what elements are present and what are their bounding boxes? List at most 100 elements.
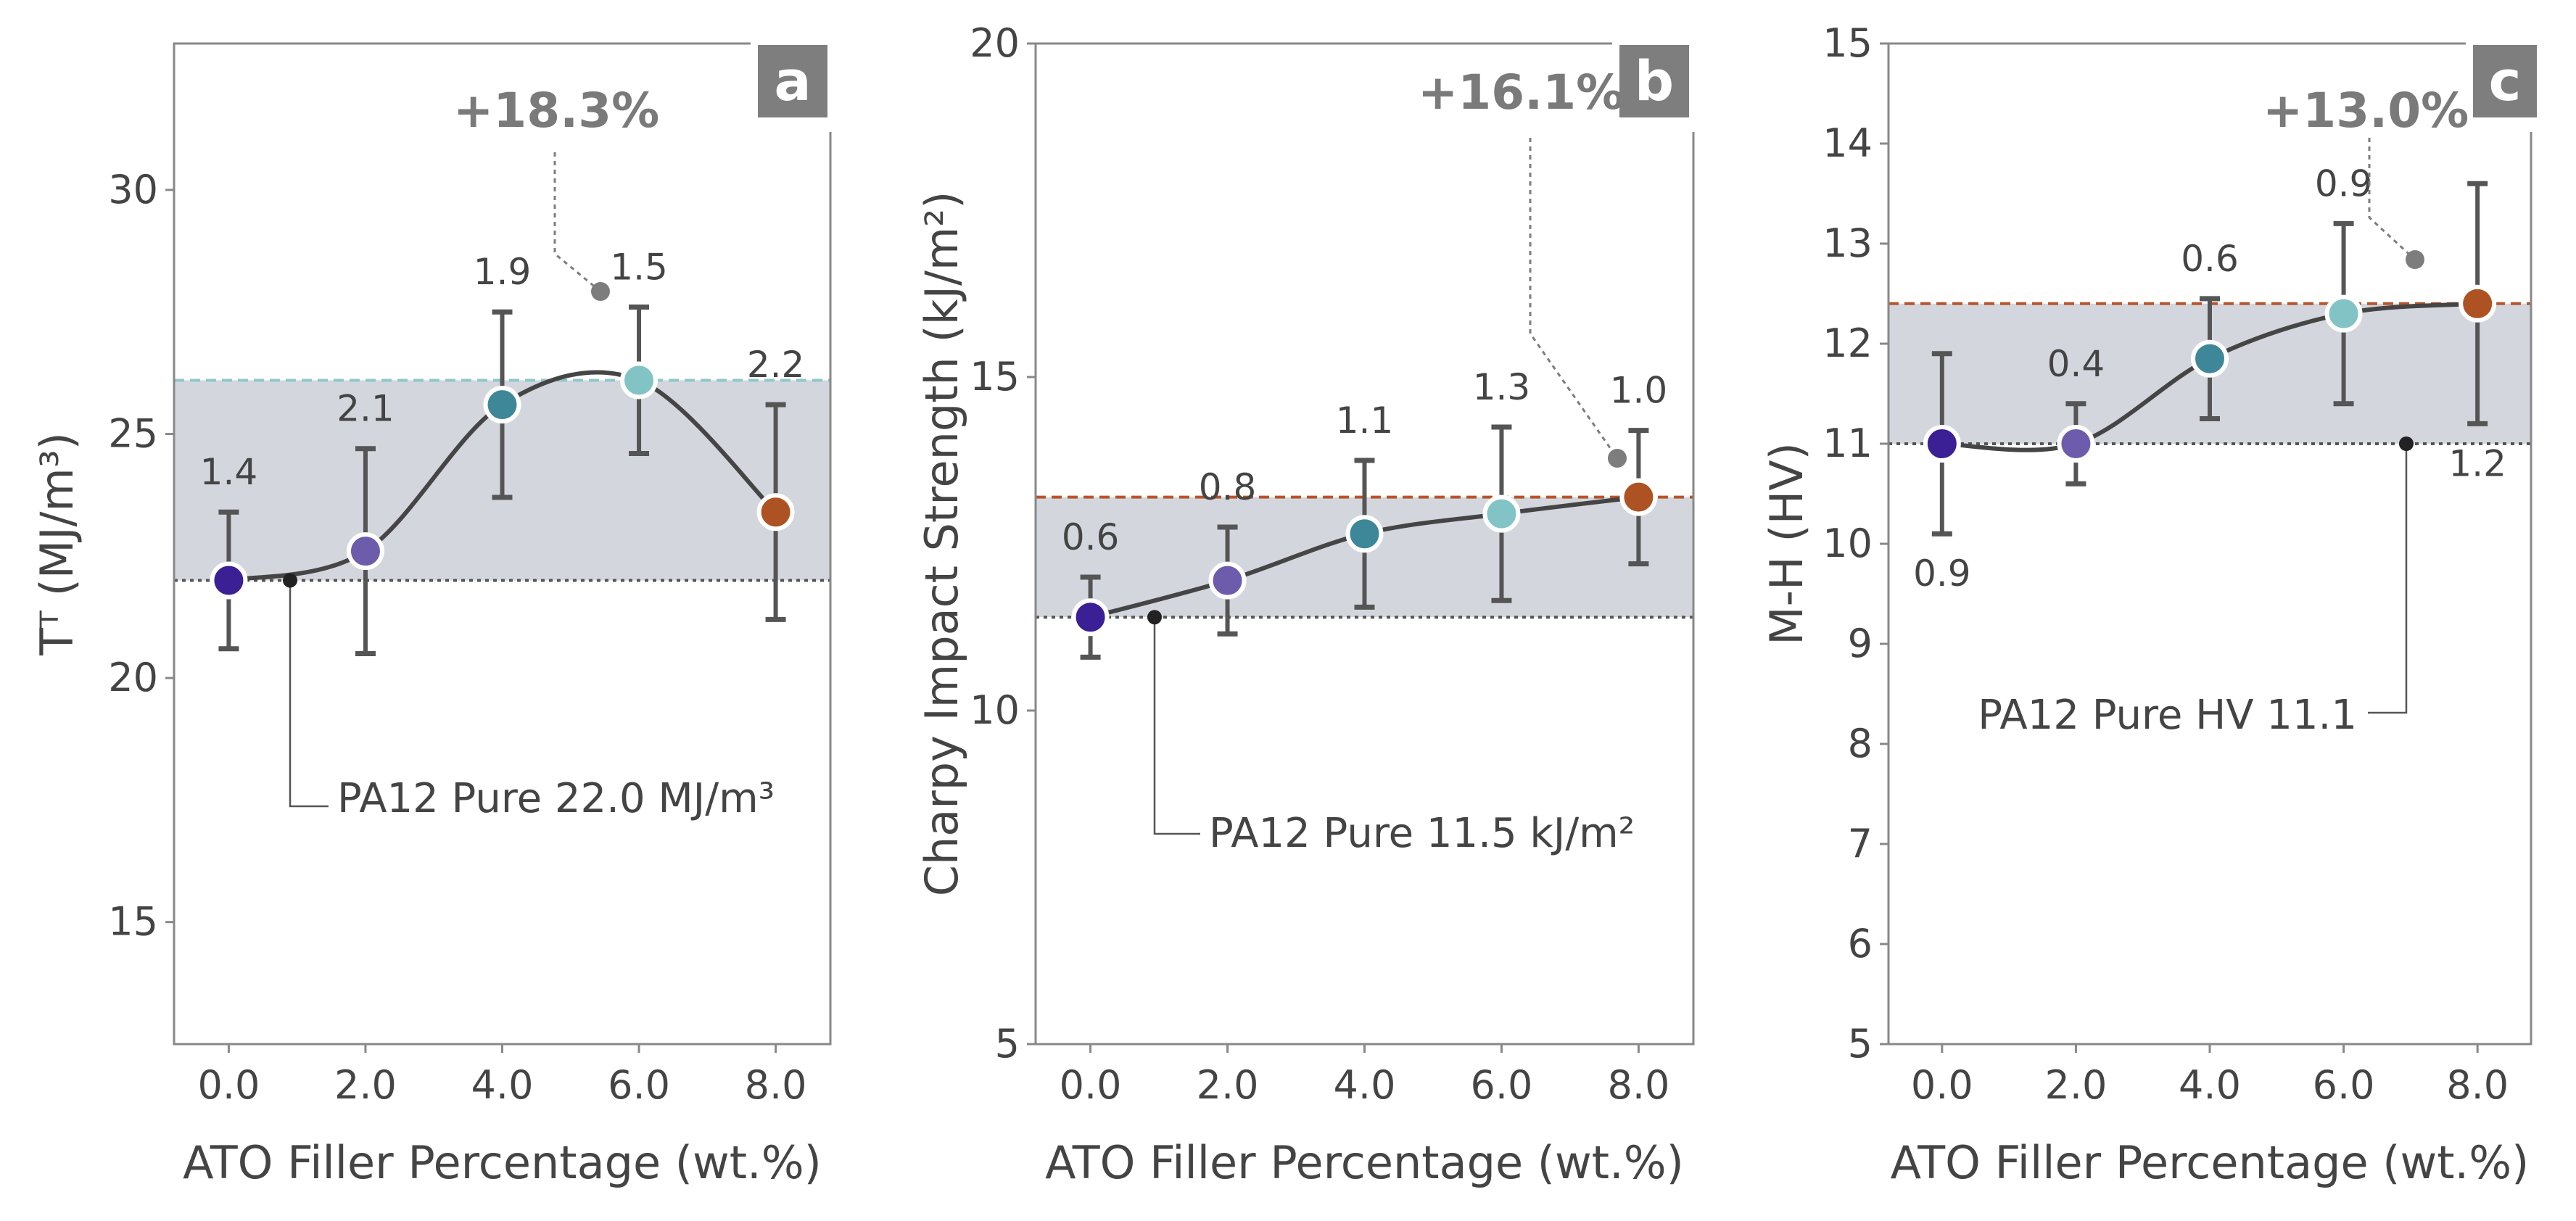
panel-badge-c — [2473, 45, 2537, 117]
data-point-b — [1208, 561, 1247, 600]
baseline-label-b: PA12 Pure 11.5 kJ/m² — [1209, 810, 1635, 857]
baseline-marker-c — [2399, 436, 2414, 451]
x-axis-title-a: ATO Filler Percentage (wt.%) — [183, 1136, 822, 1189]
x-axis-a: 0.0 2.0 4.0 6.0 8.0 — [197, 1044, 807, 1108]
data-point-a — [756, 493, 795, 531]
improvement-leader-a — [553, 152, 601, 293]
frame-a — [173, 42, 832, 1046]
error-label-b: 0.8 — [1199, 466, 1257, 508]
error-labels-a: 1.4 2.1 1.9 1.5 2.2 — [200, 247, 805, 494]
error-label-c: 1.2 — [2448, 442, 2506, 484]
points-b — [1071, 478, 1658, 637]
improvement-label-c: +13.0% — [2263, 83, 2469, 138]
x-tick-label-b: 0.0 — [1060, 1062, 1122, 1108]
error-label-c: 0.9 — [2315, 162, 2373, 204]
y-tick-label-a: 15 — [108, 899, 158, 945]
data-point-b — [1619, 478, 1658, 516]
x-tick-label-b: 6.0 — [1471, 1062, 1533, 1108]
y-tick-label-b: 10 — [970, 687, 1020, 733]
improvement-label-b: +16.1% — [1418, 65, 1624, 120]
error-label-a: 1.5 — [610, 247, 668, 289]
x-tick-label-a: 4.0 — [471, 1062, 534, 1108]
x-axis-title-b: ATO Filler Percentage (wt.%) — [1045, 1136, 1684, 1189]
x-tick-label-b: 4.0 — [1334, 1062, 1396, 1108]
error-label-a: 1.4 — [200, 451, 258, 493]
baseline-leader-c — [2368, 444, 2408, 714]
data-point-a — [346, 532, 384, 571]
y-tick-label-c: 9 — [1848, 621, 1873, 666]
y-tick-label-c: 6 — [1848, 921, 1873, 967]
baseline-label-c: PA12 Pure HV 11.1 — [1978, 692, 2357, 739]
panel-letter-c: c — [2488, 49, 2521, 113]
data-point-c — [2459, 284, 2497, 323]
baseline-marker-a — [283, 573, 297, 588]
baseline-label-a: PA12 Pure 22.0 MJ/m³ — [337, 775, 775, 822]
error-label-b: 1.3 — [1473, 366, 1531, 408]
panel-a: 15 20 25 30 0.0 2.0 4.0 6.0 8.0 1.4 2.1 1.9 1.5 2.2… — [30, 42, 832, 1189]
x-tick-label-a: 0.0 — [197, 1062, 260, 1108]
y-tick-label-a: 20 — [108, 655, 158, 700]
y-tick-label-a: 30 — [108, 167, 158, 212]
data-point-c — [2191, 339, 2229, 378]
x-tick-label-c: 2.0 — [2044, 1062, 2107, 1108]
baseline-leader-b — [1153, 617, 1200, 835]
data-point-c — [1923, 425, 1961, 463]
data-point-c — [2324, 294, 2363, 333]
improvement-marker-a — [591, 282, 610, 301]
y-axis-title-b: Charpy Impact Strength (kJ/m²) — [915, 191, 968, 897]
data-point-b — [1345, 515, 1384, 553]
panel-badge-b — [1619, 45, 1689, 117]
x-tick-label-b: 2.0 — [1197, 1062, 1259, 1108]
error-labels-b: 0.6 0.8 1.1 1.3 1.0 — [1062, 366, 1667, 558]
x-tick-label-c: 0.0 — [1911, 1062, 1973, 1108]
y-axis-a: 15 20 25 30 — [108, 167, 174, 945]
x-tick-label-c: 8.0 — [2446, 1062, 2509, 1108]
y-tick-label-c: 7 — [1848, 821, 1873, 866]
improvement-leader-c — [2368, 138, 2416, 261]
x-axis-c: 0.0 2.0 4.0 6.0 8.0 — [1911, 1044, 2509, 1108]
y-tick-label-a: 25 — [108, 411, 158, 457]
improvement-leader-b — [1529, 138, 1619, 459]
x-tick-label-b: 8.0 — [1607, 1062, 1669, 1108]
error-label-b: 1.1 — [1336, 400, 1394, 442]
error-label-a: 2.1 — [337, 388, 395, 430]
x-axis-title-c: ATO Filler Percentage (wt.%) — [1891, 1136, 2530, 1189]
baseline-marker-b — [1147, 610, 1162, 625]
points-c — [1923, 284, 2497, 463]
y-tick-label-c: 8 — [1848, 721, 1873, 766]
data-point-c — [2057, 425, 2095, 463]
y-tick-label-c: 11 — [1822, 421, 1873, 466]
y-tick-label-b: 15 — [970, 354, 1020, 400]
points-a — [210, 361, 795, 600]
x-axis-b: 0.0 2.0 4.0 6.0 8.0 — [1060, 1044, 1669, 1108]
panel-badge-a — [758, 45, 827, 117]
x-tick-label-c: 4.0 — [2179, 1062, 2241, 1108]
improvement-label-a: +18.3% — [453, 83, 659, 138]
frame-c — [1887, 42, 2532, 1046]
improvement-marker-c — [2406, 250, 2424, 269]
y-axis-c: 5 6 7 8 9 10 11 12 13 14 15 — [1822, 20, 1888, 1067]
panel-letter-a: a — [774, 49, 811, 113]
x-tick-label-c: 6.0 — [2313, 1062, 2375, 1108]
x-tick-label-a: 6.0 — [608, 1062, 670, 1108]
x-tick-label-a: 8.0 — [745, 1062, 807, 1108]
error-label-a: 2.2 — [747, 344, 805, 386]
panel-letter-b: b — [1635, 49, 1674, 113]
y-tick-label-b: 20 — [970, 20, 1020, 66]
error-label-a: 1.9 — [474, 251, 532, 293]
y-tick-label-c: 10 — [1822, 521, 1873, 566]
y-axis-title-c: M-H (HV) — [1760, 442, 1813, 645]
improvement-marker-b — [1608, 449, 1627, 468]
data-point-a — [483, 386, 521, 424]
panel-c: 5 6 7 8 9 10 11 12 13 14 15 0.0 2.0 4.0 6.0 8.0 0.9 0.4… — [1760, 20, 2537, 1189]
y-tick-label-b: 5 — [995, 1021, 1020, 1067]
error-label-c: 0.9 — [1913, 552, 1971, 595]
error-labels-c: 0.9 0.4 0.6 0.9 1.2 — [1913, 162, 2506, 595]
y-tick-label-c: 15 — [1822, 20, 1873, 66]
baseline-leader-a — [289, 580, 329, 808]
y-axis-b: 5 10 15 20 — [970, 20, 1036, 1067]
y-axis-title-a: Tᵀ (MJ/m³) — [30, 432, 83, 656]
error-label-c: 0.6 — [2181, 238, 2239, 280]
